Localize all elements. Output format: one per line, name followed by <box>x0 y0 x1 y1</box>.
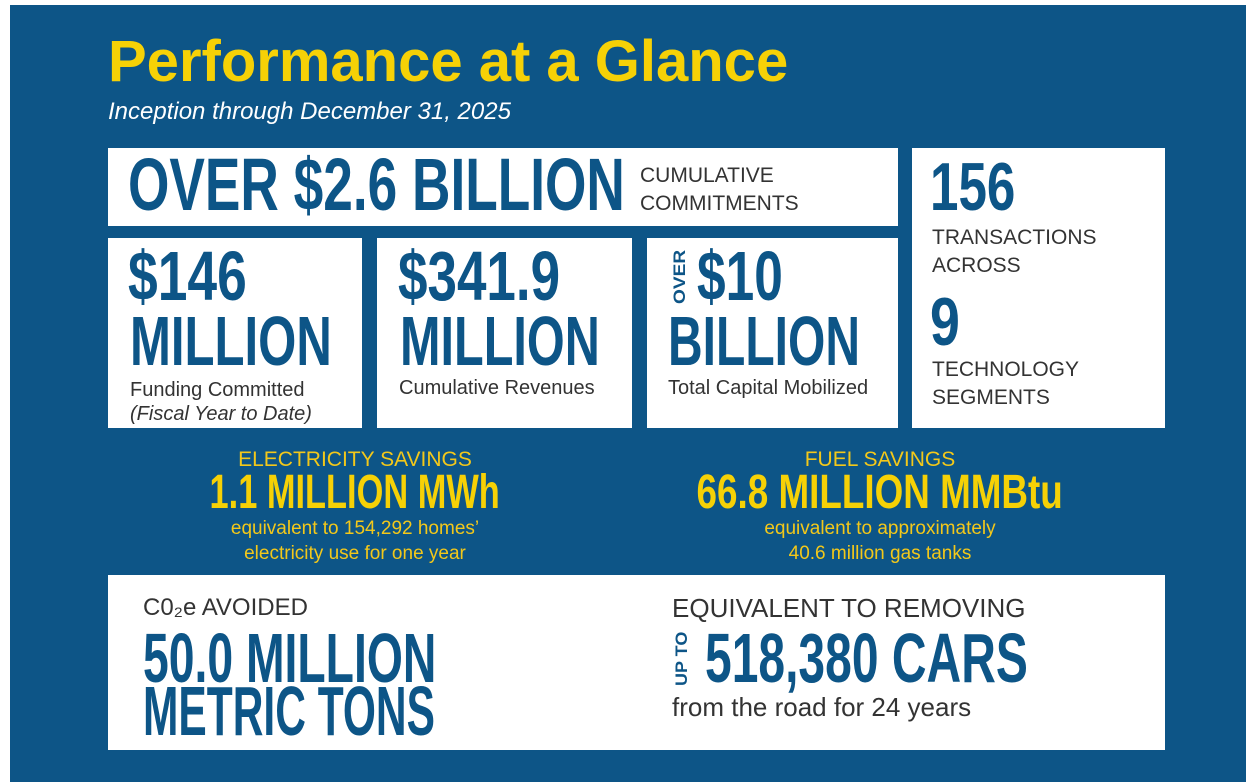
headline-label: COMMITMENTS <box>640 192 799 215</box>
card-unit: MILLION <box>130 302 332 380</box>
impact-box <box>108 575 1165 750</box>
card-value: $341.9 <box>398 237 561 315</box>
transactions-box <box>912 148 1165 428</box>
card <box>647 238 898 428</box>
headline-value: OVER $2.6 BILLION <box>128 143 625 226</box>
title: Performance at a Glance <box>108 29 789 94</box>
card-value: $10 <box>697 237 783 315</box>
savings-value: 1.1 MILLION MWh <box>209 466 501 519</box>
card-prefix: OVER <box>670 249 689 304</box>
equiv-title: EQUIVALENT TO REMOVING <box>672 593 1026 623</box>
card-unit: BILLION <box>668 302 860 380</box>
segments-label: SEGMENTS <box>932 386 1050 409</box>
savings-note: equivalent to 154,292 homes’ <box>230 518 480 539</box>
subtitle: Inception through December 31, 2025 <box>108 98 511 125</box>
savings-value: 66.8 MILLION MMBtu <box>696 466 1064 519</box>
impact-title: C0₂e AVOIDED <box>143 594 308 621</box>
card-unit: MILLION <box>400 302 600 380</box>
savings-note: electricity use for one year <box>244 543 466 564</box>
card <box>377 238 632 428</box>
transactions-label: TRANSACTIONS <box>932 226 1097 249</box>
segments-label: TECHNOLOGY <box>932 358 1080 381</box>
transactions-count: 156 <box>930 149 1016 225</box>
headline-label: CUMULATIVE <box>640 164 774 187</box>
card-label: Total Capital Mobilized <box>668 377 869 399</box>
card-note: (Fiscal Year to Date) <box>130 403 312 425</box>
savings-title: FUEL SAVINGS <box>804 448 956 471</box>
equiv-cars: 518,380 CARS <box>705 619 1028 697</box>
card-label: Cumulative Revenues <box>399 377 595 399</box>
impact-value: 50.0 MILLION <box>143 619 437 697</box>
segments-count: 9 <box>930 284 960 360</box>
card <box>108 238 362 428</box>
card-label: Funding Committed <box>130 379 305 401</box>
savings-note: equivalent to approximately <box>764 518 996 539</box>
equiv-prefix: UP TO <box>672 631 691 686</box>
savings-note: 40.6 million gas tanks <box>788 543 972 564</box>
card-value: $146 <box>128 237 247 315</box>
savings-title: ELECTRICITY SAVINGS <box>238 448 472 471</box>
headline-box <box>108 148 898 226</box>
equiv-note: from the road for 24 years <box>672 692 972 722</box>
impact-value: METRIC TONS <box>143 672 435 750</box>
transactions-label: ACROSS <box>932 254 1021 277</box>
